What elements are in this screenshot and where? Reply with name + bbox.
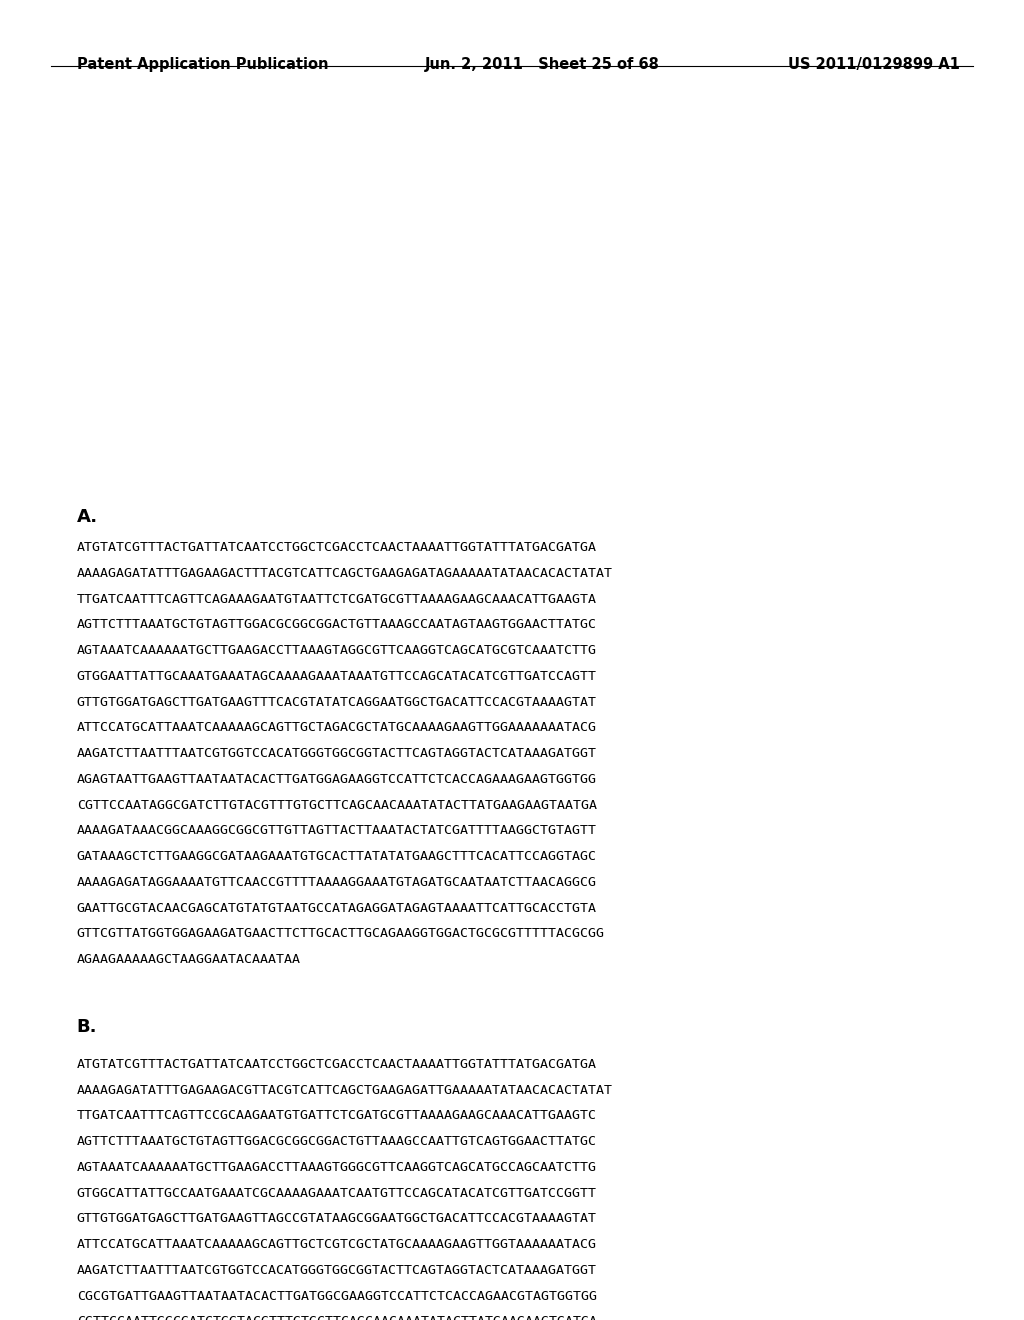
Text: AAAAGAGATATTTGAGAAGACTTTACGTCATTCAGCTGAAGAGATAGAAAAATATAACACACTATAT: AAAAGAGATATTTGAGAAGACTTTACGTCATTCAGCTGAA… [77, 568, 612, 579]
Text: TTGATCAATTTCAGTTCAGAAAGAATGTAATTCTCGATGCGTTAAAAGAAGCAAACATTGAAGTA: TTGATCAATTTCAGTTCAGAAAGAATGTAATTCTCGATGC… [77, 593, 597, 606]
Text: AGTAAATCAAAAAATGCTTGAAGACCTTAAAGTGGGCGTTCAAGGTCAGCATGCCAGCAATCTTG: AGTAAATCAAAAAATGCTTGAAGACCTTAAAGTGGGCGTT… [77, 1162, 597, 1173]
Text: GTGGAATTATTGCAAATGAAATAGCAAAAGAAATAAATGTTCCAGCATACATCGTTGATCCAGTT: GTGGAATTATTGCAAATGAAATAGCAAAAGAAATAAATGT… [77, 671, 597, 682]
Text: ATGTATCGTTTACTGATTATCAATCCTGGCTCGACCTCAACTAAAATTGGTATTTATGACGATGA: ATGTATCGTTTACTGATTATCAATCCTGGCTCGACCTCAA… [77, 1059, 597, 1071]
Text: GTTCGTTATGGTGGAGAAGATGAACTTCTTGCACTTGCAGAAGGTGGACTGCGCGTTTTTACGCGG: GTTCGTTATGGTGGAGAAGATGAACTTCTTGCACTTGCAG… [77, 927, 605, 940]
Text: GATAAAGCTCTTGAAGGCGATAAGAAATGTGCACTTATATATGAAGCTTTCACATTCCAGGTAGC: GATAAAGCTCTTGAAGGCGATAAGAAATGTGCACTTATAT… [77, 850, 597, 863]
Text: AGTTCTTTAAATGCTGTAGTTGGACGCGGCGGACTGTTAAAGCCAATTGTCAGTGGAACTTATGC: AGTTCTTTAAATGCTGTAGTTGGACGCGGCGGACTGTTAA… [77, 1135, 597, 1148]
Text: ATTCCATGCATTAAATCAAAAAGCAGTTGCTCGTCGCTATGCAAAAGAAGTTGGTAAAAAATACG: ATTCCATGCATTAAATCAAAAAGCAGTTGCTCGTCGCTAT… [77, 1238, 597, 1251]
Text: US 2011/0129899 A1: US 2011/0129899 A1 [788, 57, 961, 71]
Text: GTTGTGGATGAGCTTGATGAAGTTAGCCGTATAAGCGGAATGGCTGACATTCCACGTAAAAGTAT: GTTGTGGATGAGCTTGATGAAGTTAGCCGTATAAGCGGAA… [77, 1213, 597, 1225]
Text: Patent Application Publication: Patent Application Publication [77, 57, 329, 71]
Text: Jun. 2, 2011   Sheet 25 of 68: Jun. 2, 2011 Sheet 25 of 68 [425, 57, 659, 71]
Text: ATTCCATGCATTAAATCAAAAAGCAGTTGCTAGACGCTATGCAAAAGAAGTTGGAAAAAAATACG: ATTCCATGCATTAAATCAAAAAGCAGTTGCTAGACGCTAT… [77, 722, 597, 734]
Text: GAATTGCGTACAACGAGCATGTATGTAATGCCATAGAGGATAGAGTAAAATTCATTGCACCTGTA: GAATTGCGTACAACGAGCATGTATGTAATGCCATAGAGGA… [77, 902, 597, 915]
Text: GTGGCATTATTGCCAATGAAATCGCAAAAGAAATCAATGTTCCAGCATACATCGTTGATCCGGTT: GTGGCATTATTGCCAATGAAATCGCAAAAGAAATCAATGT… [77, 1187, 597, 1200]
Text: AGAGTAATTGAAGTTAATAATACACTTGATGGAGAAGGTCCATTCTCACCAGAAAGAAGTGGTGG: AGAGTAATTGAAGTTAATAATACACTTGATGGAGAAGGTC… [77, 774, 597, 785]
Text: AAAAGAGATAGGAAAATGTTCAACCGTTTTAAAAGGAAATGTAGATGCAATAATCTTAACAGGCG: AAAAGAGATAGGAAAATGTTCAACCGTTTTAAAAGGAAAT… [77, 876, 597, 888]
Text: AGAAGAAAAAGCTAAGGAATACAAATAA: AGAAGAAAAAGCTAAGGAATACAAATAA [77, 953, 301, 966]
Text: B.: B. [77, 1019, 97, 1036]
Text: CGTTCCAATTGGCGATCTGGTACGTTTGTGCTTCAGCAACAAATATACTTATGAAGAAGTGATGA: CGTTCCAATTGGCGATCTGGTACGTTTGTGCTTCAGCAAC… [77, 1315, 597, 1320]
Text: AAAAGATAAACGGCAAAGGCGGCGTTGTTAGTTACTTAAATACTATCGATTTTAAGGCTGTAGTT: AAAAGATAAACGGCAAAGGCGGCGTTGTTAGTTACTTAAA… [77, 824, 597, 837]
Text: A.: A. [77, 508, 98, 527]
Text: AAAAGAGATATTTGAGAAGACGTTACGTCATTCAGCTGAAGAGATTGAAAAATATAACACACTATAT: AAAAGAGATATTTGAGAAGACGTTACGTCATTCAGCTGAA… [77, 1084, 612, 1097]
Text: AGTTCTTTAAATGCTGTAGTTGGACGCGGCGGACTGTTAAAGCCAATAGTAAGTGGAACTTATGC: AGTTCTTTAAATGCTGTAGTTGGACGCGGCGGACTGTTAA… [77, 618, 597, 631]
Text: GTTGTGGATGAGCTTGATGAAGTTTCACGTATATCAGGAATGGCTGACATTCCACGTAAAAGTAT: GTTGTGGATGAGCTTGATGAAGTTTCACGTATATCAGGAA… [77, 696, 597, 709]
Text: TTGATCAATTTCAGTTCCGCAAGAATGTGATTCTCGATGCGTTAAAAGAAGCAAACATTGAAGTC: TTGATCAATTTCAGTTCCGCAAGAATGTGATTCTCGATGC… [77, 1109, 597, 1122]
Text: CGCGTGATTGAAGTTAATAATACACTTGATGGCGAAGGTCCATTCTCACCAGAACGTAGTGGTGG: CGCGTGATTGAAGTTAATAATACACTTGATGGCGAAGGTC… [77, 1290, 597, 1303]
Text: AGTAAATCAAAAAATGCTTGAAGACCTTAAAGTAGGCGTTCAAGGTCAGCATGCGTCAAATCTTG: AGTAAATCAAAAAATGCTTGAAGACCTTAAAGTAGGCGTT… [77, 644, 597, 657]
Text: CGTTCCAATAGGCGATCTTGTACGTTTGTGCTTCAGCAACAAATATACTTATGAAGAAGTAATGA: CGTTCCAATAGGCGATCTTGTACGTTTGTGCTTCAGCAAC… [77, 799, 597, 812]
Text: ATGTATCGTTTACTGATTATCAATCCTGGCTCGACCTCAACTAAAATTGGTATTTATGACGATGA: ATGTATCGTTTACTGATTATCAATCCTGGCTCGACCTCAA… [77, 541, 597, 554]
Text: AAGATCTTAATTTAATCGTGGTCCACATGGGTGGCGGTACTTCAGTAGGTACTCATAAAGATGGT: AAGATCTTAATTTAATCGTGGTCCACATGGGTGGCGGTAC… [77, 1265, 597, 1276]
Text: AAGATCTTAATTTAATCGTGGTCCACATGGGTGGCGGTACTTCAGTAGGTACTCATAAAGATGGT: AAGATCTTAATTTAATCGTGGTCCACATGGGTGGCGGTAC… [77, 747, 597, 760]
